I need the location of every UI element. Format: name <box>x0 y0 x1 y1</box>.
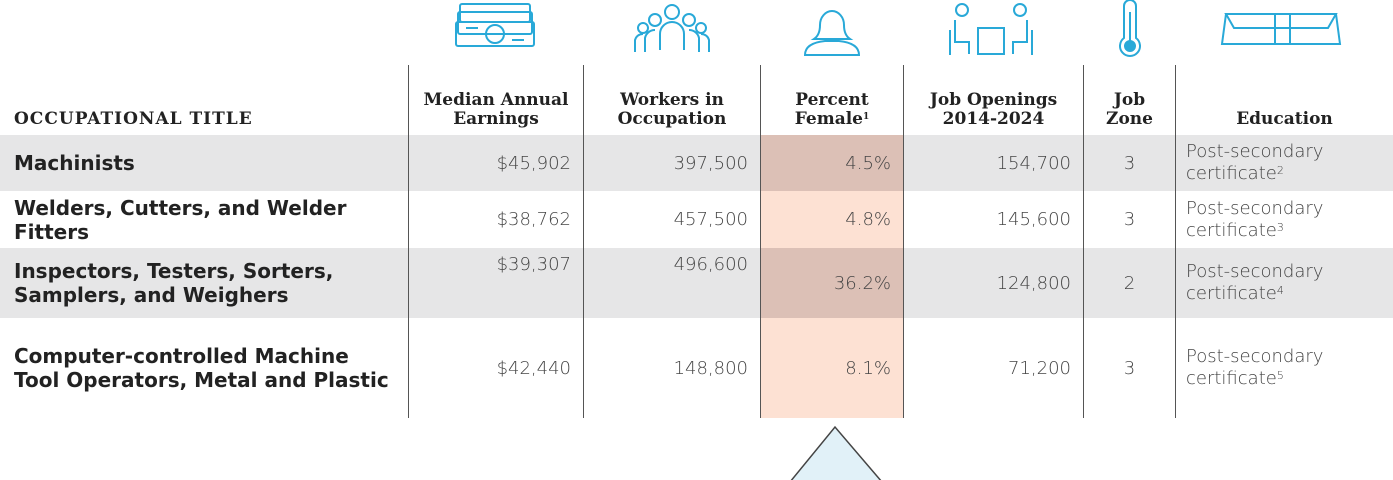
diploma-icon <box>1220 13 1342 45</box>
table-row: Machinists $45,902 397,500 4.5% 154,700 3 Post… <box>0 135 1393 191</box>
column-label-text: Job Zone <box>1106 90 1153 129</box>
table-row: Inspectors, Testers, Sorters, Samplers, … <box>0 248 1393 318</box>
column-header: Education <box>1175 65 1393 135</box>
education: Post-secondary certificate2 <box>1175 135 1393 191</box>
job-zone: 3 <box>1083 135 1175 191</box>
percent-female: 4.5% <box>760 135 903 191</box>
table-body: Machinists $45,902 397,500 4.5% 154,700 3 Post… <box>0 135 1393 418</box>
column-header: Percent Female1 <box>760 65 903 135</box>
job-zone: 3 <box>1083 318 1175 418</box>
footnote-marker: 4 <box>1276 284 1284 297</box>
education-text: Post-secondary certificate3 <box>1186 198 1381 242</box>
education-text: Post-secondary certificate4 <box>1186 261 1381 305</box>
occupation-title: Machinists <box>14 151 135 175</box>
column-label: Percent Female1 <box>777 91 887 129</box>
footnote-marker: 3 <box>1276 220 1284 234</box>
median-earnings: $39,307 <box>408 248 583 318</box>
footnote-marker: 1 <box>862 112 870 122</box>
percent-female: 8.1% <box>760 318 903 418</box>
workers-icon <box>634 4 710 52</box>
education-label: Post-secondary certificate <box>1186 346 1324 389</box>
column-label-text: Workers in Occupation <box>617 90 727 129</box>
job-openings: 145,600 <box>903 191 1083 248</box>
education: Post-secondary certificate3 <box>1175 191 1393 248</box>
job-zone: 3 <box>1083 191 1175 248</box>
education: Post-secondary certificate5 <box>1175 318 1393 418</box>
table-row: Welders, Cutters, and Welder Fitters $38,… <box>0 191 1393 248</box>
callout-triangle <box>790 425 882 480</box>
column-label: Median Annual Earnings <box>421 91 571 129</box>
education-label: Post-secondary certificate <box>1186 141 1324 184</box>
thermometer-icon <box>1119 0 1141 57</box>
column-label-text: Percent Female <box>794 90 869 129</box>
money-icon <box>455 3 535 47</box>
median-earnings: $38,762 <box>408 191 583 248</box>
column-header: Workers in Occupation <box>583 65 760 135</box>
median-earnings: $45,902 <box>408 135 583 191</box>
column-label: Job Openings 2014-2024 <box>914 91 1074 129</box>
job-openings: 71,200 <box>903 318 1083 418</box>
column-label: Workers in Occupation <box>597 91 747 129</box>
workers: 496,600 <box>583 248 760 318</box>
header-icons <box>455 0 1342 57</box>
occupation-title: Welders, Cutters, and Welder Fitters <box>14 195 347 244</box>
female-icon <box>803 10 861 56</box>
occupation-title: Computer-controlled Machine Tool Operato… <box>14 344 389 392</box>
interview-icon <box>949 3 1033 55</box>
percent-female: 36.2% <box>760 248 903 318</box>
job-zone: 2 <box>1083 248 1175 318</box>
column-label-text: Median Annual Earnings <box>423 90 569 129</box>
workers: 397,500 <box>583 135 760 191</box>
column-label-text: OCCUPATIONAL TITLE <box>14 109 253 129</box>
education-label: Post-secondary certificate <box>1186 197 1324 241</box>
column-label-text: Education <box>1236 109 1333 129</box>
job-openings: 124,800 <box>903 248 1083 318</box>
footnote-marker: 5 <box>1276 369 1284 382</box>
workers: 148,800 <box>583 318 760 418</box>
education-label: Post-secondary certificate <box>1186 261 1324 304</box>
table-row: Computer-controlled Machine Tool Operato… <box>0 318 1393 418</box>
column-header: Job Zone <box>1083 65 1175 135</box>
column-label: OCCUPATIONAL TITLE <box>14 110 253 129</box>
education: Post-secondary certificate4 <box>1175 248 1393 318</box>
column-label: Education <box>1236 110 1333 129</box>
footnote-marker: 2 <box>1276 164 1284 177</box>
column-header: Median Annual Earnings <box>408 65 583 135</box>
median-earnings: $42,440 <box>408 318 583 418</box>
column-label: Job Zone <box>1105 91 1155 129</box>
column-header: OCCUPATIONAL TITLE <box>0 65 408 135</box>
column-label-text: Job Openings 2014-2024 <box>929 90 1058 129</box>
workers: 457,500 <box>583 191 760 248</box>
education-text: Post-secondary certificate5 <box>1186 346 1381 390</box>
percent-female: 4.8% <box>760 191 903 248</box>
job-openings: 154,700 <box>903 135 1083 191</box>
column-header: Job Openings 2014-2024 <box>903 65 1083 135</box>
education-text: Post-secondary certificate2 <box>1186 141 1381 185</box>
occupation-title: Inspectors, Testers, Sorters, Samplers, … <box>14 259 334 307</box>
